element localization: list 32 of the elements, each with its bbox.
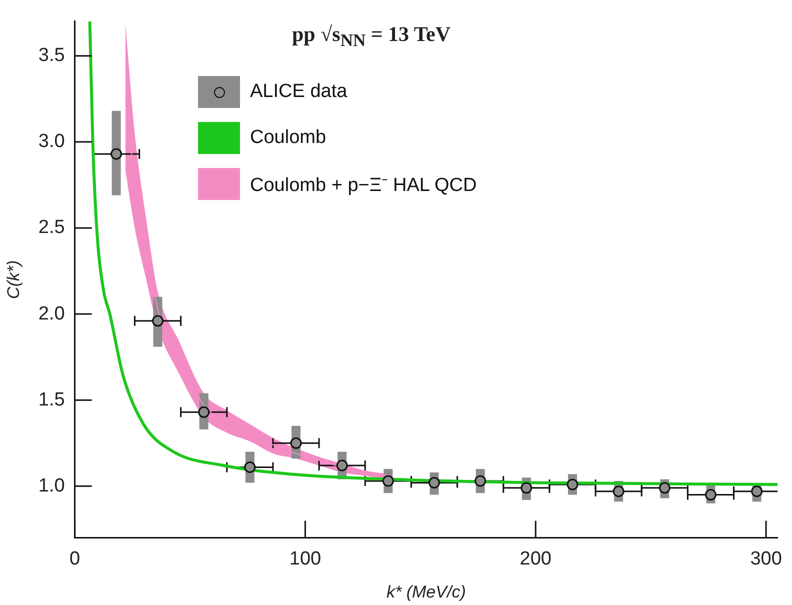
point — [612, 486, 624, 498]
point — [658, 482, 670, 494]
x-tick-label: 100 — [289, 548, 322, 570]
point — [474, 475, 486, 487]
y-axis-title: C(k*) — [4, 260, 23, 299]
point — [198, 406, 210, 418]
x-axis-title: k* (MeV/c) — [386, 582, 466, 602]
point — [520, 482, 532, 494]
point — [110, 148, 122, 160]
annotation: pp √s$_{NN}$ = 13 TeV — [292, 22, 450, 52]
x-tick-label: 300 — [750, 548, 782, 570]
x-tick-label: 0 — [70, 548, 80, 570]
y-tick-label: 1.5 — [38, 389, 65, 410]
y-tick-label: 3.5 — [38, 45, 65, 66]
legend-label: Coulomb — [250, 127, 326, 149]
legend-label: ALICE data — [250, 81, 348, 103]
y-tick-label: 2.0 — [38, 303, 65, 324]
point — [704, 489, 716, 501]
line-series — [88, 21, 778, 486]
y-tick-label: 3.0 — [38, 131, 65, 152]
y-tick-label: 1.0 — [38, 475, 65, 496]
x-tick-label: 200 — [520, 548, 552, 570]
point — [336, 460, 348, 472]
point — [382, 475, 394, 487]
point — [244, 461, 256, 473]
point — [428, 476, 440, 488]
point — [566, 478, 578, 490]
y-tick-label: 2.5 — [38, 217, 65, 238]
point — [152, 315, 164, 327]
legend-label: Coulomb + p−Ξ⁻ HAL QCD — [250, 174, 477, 197]
point — [290, 437, 302, 449]
point — [751, 486, 763, 498]
